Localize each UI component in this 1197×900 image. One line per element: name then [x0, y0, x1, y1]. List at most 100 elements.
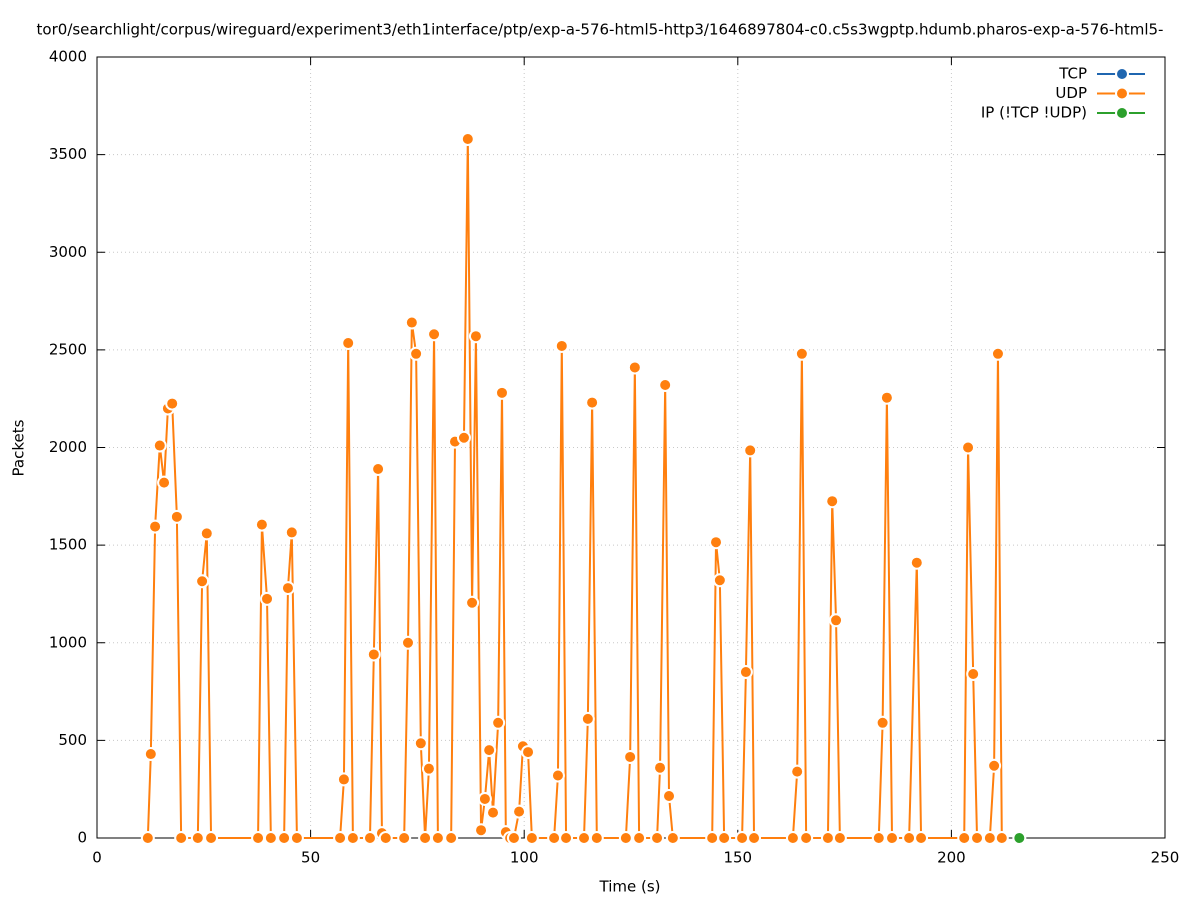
chart-title: tor0/searchlight/corpus/wireguard/experi…: [37, 21, 1164, 39]
y-tick-label: 3500: [49, 145, 87, 163]
data-point: [712, 573, 727, 588]
data-point: [559, 831, 574, 845]
data-point: [165, 396, 180, 411]
legend-label: IP (!TCP !UDP): [981, 104, 1087, 122]
data-point: [465, 595, 480, 610]
data-point: [738, 665, 753, 680]
data-point: [157, 475, 172, 490]
data-point: [717, 831, 732, 845]
data-point: [790, 764, 805, 779]
data-point: [341, 336, 356, 351]
data-point: [477, 791, 492, 806]
data-point: [468, 329, 483, 344]
data-point: [585, 395, 600, 410]
data-point: [444, 831, 459, 845]
data-point: [554, 338, 569, 353]
data-point: [885, 831, 900, 845]
legend-marker: [1115, 67, 1129, 81]
data-point: [494, 385, 509, 400]
data-point: [1012, 831, 1027, 845]
data-point: [994, 831, 1009, 845]
data-point: [456, 430, 471, 445]
data-point: [174, 831, 189, 845]
data-point: [794, 346, 809, 361]
x-tick-label: 0: [92, 849, 102, 867]
data-point: [460, 132, 475, 147]
data-point: [966, 666, 981, 681]
y-tick-label: 1000: [49, 633, 87, 651]
data-point: [418, 831, 433, 845]
data-point: [577, 831, 592, 845]
data-point: [871, 831, 886, 845]
data-point: [632, 831, 647, 845]
data-point: [421, 761, 436, 776]
data-point: [961, 440, 976, 455]
data-point: [491, 715, 506, 730]
data-point: [333, 831, 348, 845]
data-point: [658, 378, 673, 393]
y-tick-label: 2000: [49, 438, 87, 456]
data-point: [378, 831, 393, 845]
data-point: [623, 749, 638, 764]
x-tick-label: 100: [510, 849, 539, 867]
data-point: [799, 831, 814, 845]
data-point: [987, 758, 1002, 773]
data-point: [970, 831, 985, 845]
y-tick-label: 500: [58, 731, 87, 749]
data-point: [820, 831, 835, 845]
data-point: [263, 831, 278, 845]
data-point: [190, 831, 205, 845]
data-point: [148, 519, 163, 534]
data-point: [957, 831, 972, 845]
data-point: [345, 831, 360, 845]
data-point: [277, 831, 292, 845]
x-axis-label: Time (s): [599, 878, 661, 896]
legend-label: UDP: [1055, 84, 1087, 102]
legend-label: TCP: [1058, 65, 1087, 83]
legend-marker: [1115, 106, 1129, 120]
data-point: [482, 743, 497, 758]
data-point: [362, 831, 377, 845]
y-tick-label: 0: [77, 829, 87, 847]
data-point: [521, 745, 536, 760]
data-point: [653, 760, 668, 775]
data-point: [650, 831, 665, 845]
legend-marker: [1115, 86, 1129, 101]
data-point: [251, 831, 266, 845]
data-point: [204, 831, 219, 845]
data-point: [409, 346, 424, 361]
data-point: [914, 831, 929, 845]
data-point: [413, 736, 428, 751]
data-point: [474, 823, 489, 838]
data-point: [705, 831, 720, 845]
data-point: [152, 438, 167, 453]
data-point: [747, 831, 762, 845]
data-point: [506, 831, 521, 845]
data-point: [430, 831, 445, 845]
data-point: [735, 831, 750, 845]
data-point: [371, 461, 386, 476]
data-point: [427, 327, 442, 342]
data-point: [825, 494, 840, 509]
data-point: [902, 831, 917, 845]
y-tick-label: 3000: [49, 243, 87, 261]
data-point: [829, 613, 844, 628]
data-point: [195, 574, 210, 589]
data-point: [627, 360, 642, 375]
data-point: [589, 831, 604, 845]
data-point: [709, 535, 724, 550]
data-point: [280, 581, 295, 596]
y-axis-label: Packets: [10, 419, 28, 476]
data-point: [366, 647, 381, 662]
data-point: [618, 831, 633, 845]
data-point: [289, 831, 304, 845]
data-point: [140, 831, 155, 845]
data-point: [982, 831, 997, 845]
data-point: [909, 555, 924, 570]
data-point: [260, 591, 275, 606]
data-point: [832, 831, 847, 845]
series-line: [146, 138, 1003, 839]
data-point: [743, 443, 758, 458]
data-point: [662, 789, 677, 804]
